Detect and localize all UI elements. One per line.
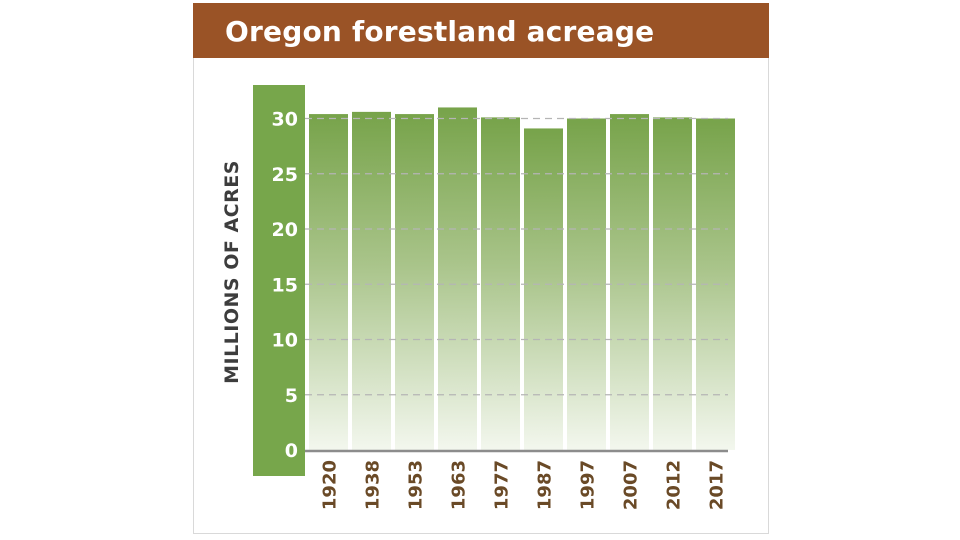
y-tick-label: 25 [272, 164, 298, 186]
y-tick-label: 30 [272, 109, 298, 131]
y-tick-label: 10 [272, 330, 298, 352]
bar [395, 114, 434, 450]
x-tick-label: 2007 [621, 460, 642, 510]
x-tick-label: 1953 [406, 460, 427, 510]
x-tick-label: 2012 [664, 460, 685, 510]
bar [610, 114, 649, 450]
bar [352, 111, 391, 451]
bar [309, 114, 348, 450]
x-tick-label: 2017 [707, 460, 728, 510]
x-tick-label: 1963 [449, 460, 470, 510]
title-bar: Oregon forestland acreage [193, 3, 769, 58]
y-axis-band [253, 85, 305, 476]
chart-title: Oregon forestland acreage [225, 15, 655, 48]
x-tick-label: 1977 [492, 460, 513, 510]
bar [438, 107, 477, 450]
bar [524, 128, 563, 450]
y-tick-label: 15 [272, 274, 298, 296]
x-tick-label: 1938 [363, 460, 384, 510]
y-axis-label: MILLIONS OF ACRES [221, 160, 243, 384]
y-tick-label: 20 [272, 219, 298, 241]
x-tick-label: 1997 [578, 460, 599, 510]
x-tick-label: 1987 [535, 460, 556, 510]
y-tick-label: 0 [285, 440, 298, 462]
x-tick-label: 1920 [320, 460, 341, 510]
y-tick-label: 5 [285, 385, 298, 407]
